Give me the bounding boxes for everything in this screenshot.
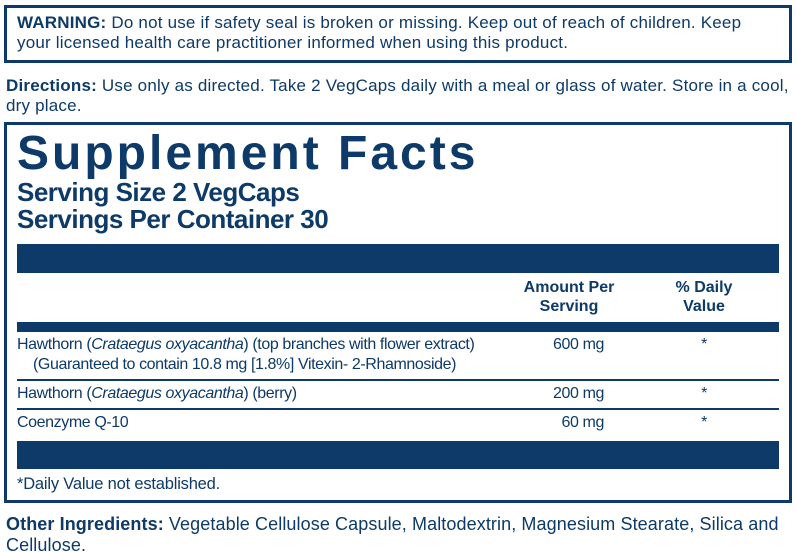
warning-box: WARNING: Do not use if safety seal is br… (4, 5, 792, 63)
ingredient-amount: 200 mg (553, 385, 604, 402)
divider-bar-header (17, 322, 779, 332)
ingredient-amount: 600 mg (553, 336, 604, 353)
ingredient-name: Coenzyme Q-10 (17, 414, 129, 431)
column-header-daily-value: % Daily Value (675, 279, 733, 315)
other-ingredients-paragraph: Other Ingredients: Vegetable Cellulose C… (6, 514, 790, 552)
table-header-row: Amount Per Serving % Daily Value (17, 273, 779, 322)
divider-bar-top (17, 244, 779, 273)
other-ingredients-text: Vegetable Cellulose Capsule, Maltodextri… (6, 514, 779, 552)
directions-text: Use only as directed. Take 2 VegCaps dai… (6, 76, 789, 115)
warning-text: Do not use if safety seal is broken or m… (17, 13, 742, 52)
table-row: Hawthorn (Crataegus oxyacantha) (top bra… (17, 332, 779, 381)
daily-value-footnote: *Daily Value not established. (17, 475, 221, 493)
other-ingredients-label: Other Ingredients: (6, 514, 164, 534)
table-row: Hawthorn (Crataegus oxyacantha) (berry) … (17, 381, 779, 410)
column-header-amount: Amount Per Serving (523, 279, 615, 315)
divider-bar-bottom (17, 441, 779, 469)
directions-paragraph: Directions: Use only as directed. Take 2… (6, 76, 790, 116)
latin-name: Crataegus oxyacantha (91, 385, 244, 402)
ingredient-note: (Guaranteed to contain 10.8 mg [1.8%] Vi… (33, 356, 457, 373)
ingredient-name: Hawthorn (Crataegus oxyacantha) (berry) (17, 385, 297, 402)
directions-label: Directions: (6, 76, 97, 95)
table-row: Coenzyme Q-10 60 mg * (17, 410, 779, 437)
ingredient-daily-value: * (701, 414, 707, 431)
ingredient-amount: 60 mg (561, 414, 605, 431)
servings-per-container: Servings Per Container 30 (17, 204, 329, 234)
ingredient-daily-value: * (701, 336, 707, 353)
supplement-facts-panel: Supplement Facts Serving Size 2 VegCaps … (4, 122, 792, 503)
ingredient-name: Hawthorn (Crataegus oxyacantha) (top bra… (17, 335, 509, 375)
panel-title: Supplement Facts (17, 127, 479, 180)
ingredient-daily-value: * (701, 385, 707, 402)
serving-size: Serving Size 2 VegCaps (17, 177, 300, 207)
warning-label: WARNING: (17, 13, 107, 32)
latin-name: Crataegus oxyacantha (91, 336, 244, 353)
